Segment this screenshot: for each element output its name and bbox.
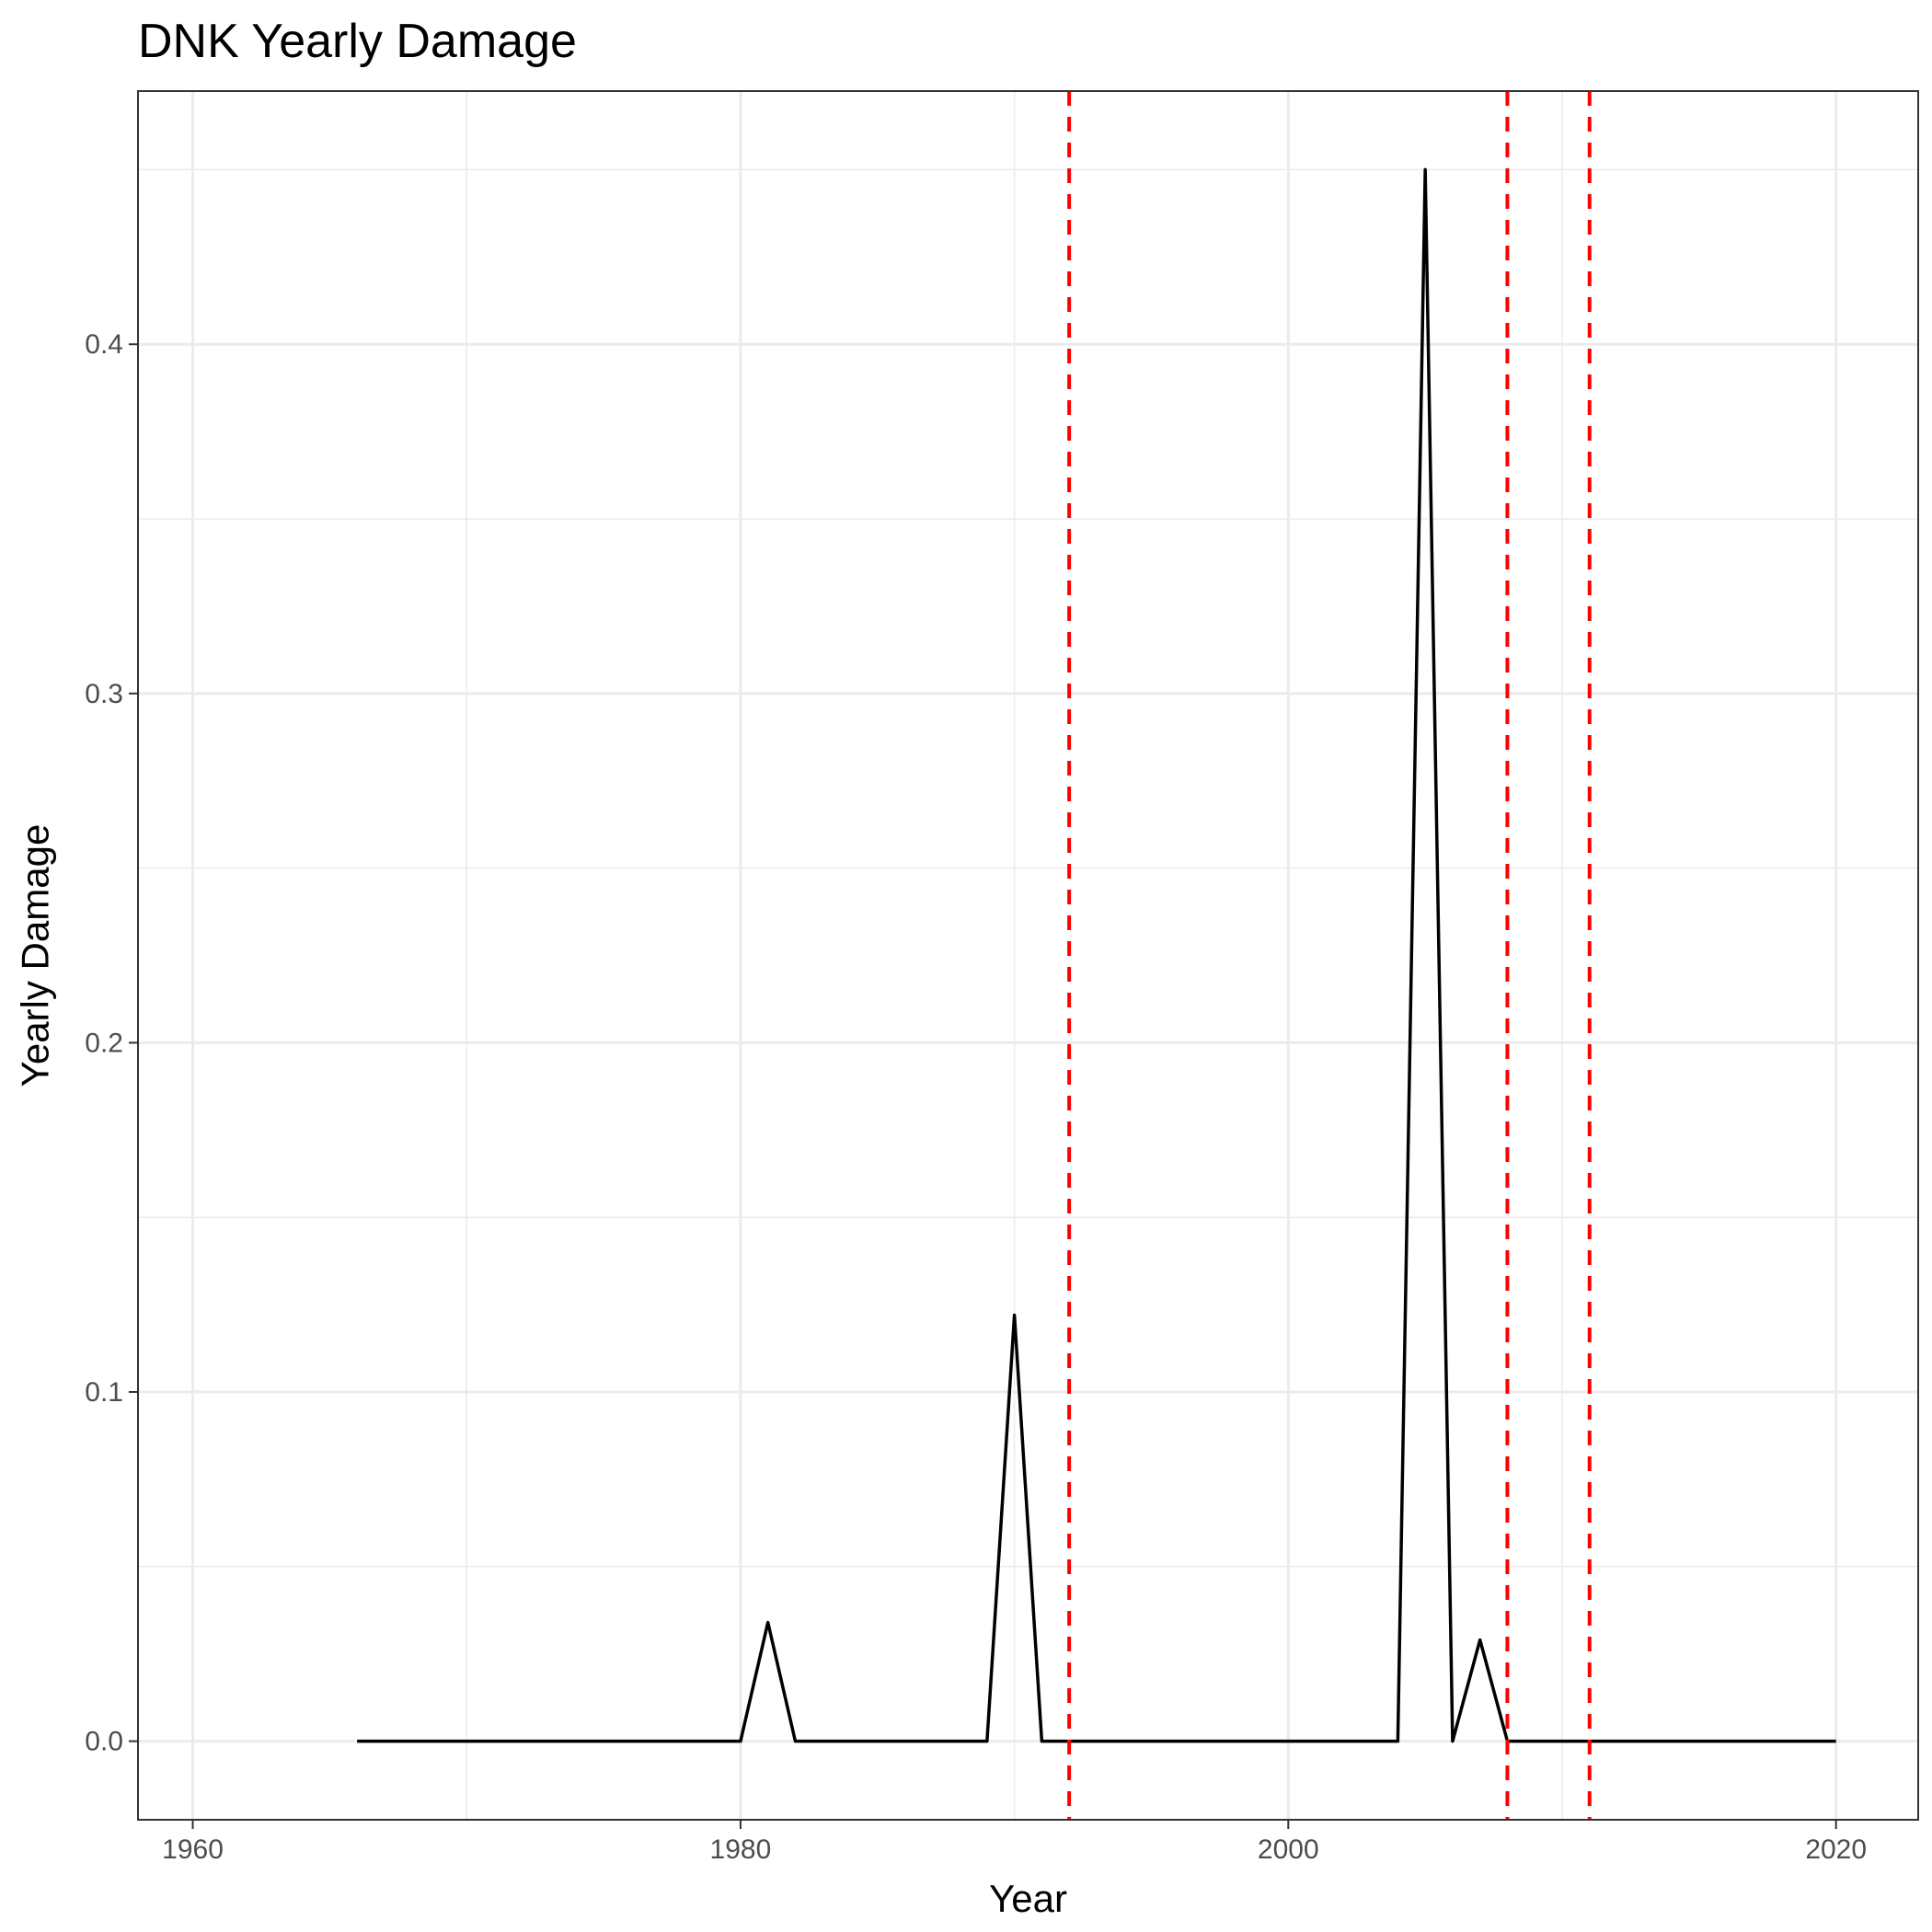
major-gridlines [138,91,1918,1820]
reference-lines [1067,91,1592,1820]
minor-gridlines [138,91,1918,1820]
x-tick-label-1960: 1960 [162,1834,224,1865]
x-axis-title: Year [989,1877,1067,1920]
y-tick-label-2: 0.2 [85,1028,123,1058]
chart-title: DNK Yearly Damage [138,15,577,68]
series-layer [357,167,1836,1743]
y-axis-title: Yearly Damage [14,824,57,1087]
y-axis: 0.0 0.1 0.2 0.3 0.4 [85,329,138,1757]
y-tick-label-0: 0.0 [85,1727,123,1757]
yearly-damage-line [357,167,1836,1743]
x-tick-label-2020: 2020 [1805,1834,1867,1865]
x-tick-label-1980: 1980 [710,1834,772,1865]
x-axis: 1960 1980 2000 2020 [162,1820,1867,1865]
y-tick-label-1: 0.1 [85,1377,123,1408]
plot-panel-border [137,90,1919,1821]
y-tick-label-3: 0.3 [85,679,123,709]
x-tick-label-2000: 2000 [1258,1834,1319,1865]
y-tick-label-4: 0.4 [85,329,123,360]
